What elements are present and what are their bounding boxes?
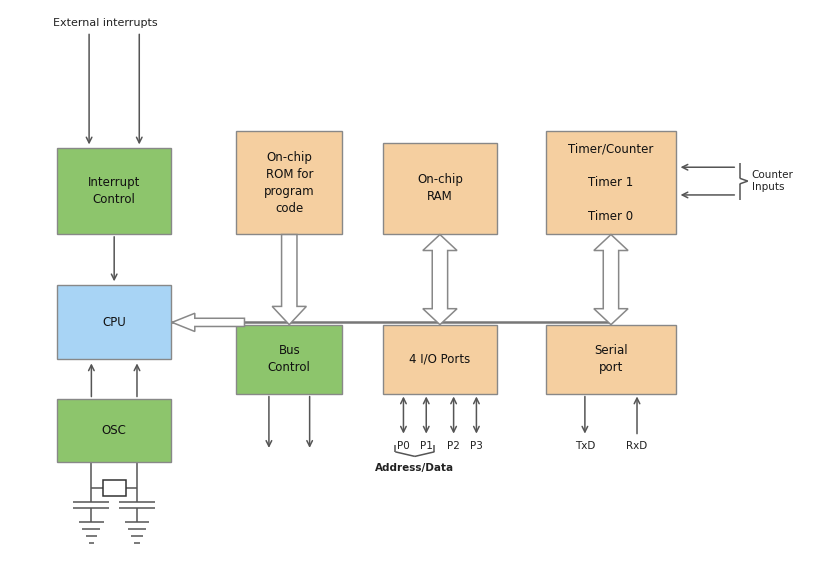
- Text: Serial
port: Serial port: [594, 345, 627, 374]
- Text: OSC: OSC: [101, 424, 126, 437]
- Polygon shape: [273, 235, 307, 325]
- Polygon shape: [172, 313, 244, 332]
- Text: 4 I/O Ports: 4 I/O Ports: [410, 353, 470, 366]
- Text: TxD: TxD: [575, 441, 595, 451]
- Bar: [57, 148, 171, 234]
- Text: Interrupt
Control: Interrupt Control: [88, 176, 140, 206]
- Text: Counter
Inputs: Counter Inputs: [752, 170, 794, 192]
- Bar: [546, 132, 676, 234]
- Bar: [383, 143, 497, 234]
- Text: CPU: CPU: [102, 316, 126, 329]
- Text: Bus
Control: Bus Control: [268, 345, 311, 374]
- Text: On-chip
ROM for
program
code: On-chip ROM for program code: [264, 151, 315, 215]
- Text: RxD: RxD: [627, 441, 647, 451]
- Bar: [57, 285, 171, 360]
- Text: P3: P3: [470, 441, 483, 451]
- Text: P2: P2: [447, 441, 460, 451]
- Polygon shape: [594, 235, 628, 325]
- Text: P0: P0: [397, 441, 410, 451]
- Bar: [236, 325, 342, 393]
- Text: External interrupts: External interrupts: [53, 18, 158, 28]
- Text: Timer/Counter

Timer 1

Timer 0: Timer/Counter Timer 1 Timer 0: [568, 142, 654, 223]
- Bar: [546, 325, 676, 393]
- Bar: [57, 399, 171, 462]
- Bar: [383, 325, 497, 393]
- Polygon shape: [423, 235, 457, 325]
- Text: Address/Data: Address/Data: [376, 463, 455, 473]
- Text: On-chip
RAM: On-chip RAM: [417, 173, 463, 203]
- Bar: [236, 132, 342, 234]
- Bar: [103, 480, 125, 496]
- Text: P1: P1: [420, 441, 433, 451]
